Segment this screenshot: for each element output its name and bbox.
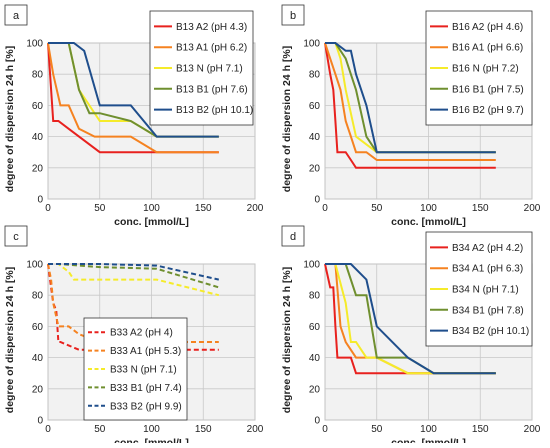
y-axis-title: degree of dispersion 24 h [%] — [281, 46, 293, 192]
y-tick-label: 20 — [309, 163, 321, 174]
x-axis-title: conc. [mmol/L] — [391, 437, 466, 443]
y-tick-label: 100 — [303, 260, 320, 271]
legend-label: B16 B1 (pH 7.5) — [452, 84, 524, 95]
y-tick-label: 0 — [314, 416, 320, 427]
series-line — [48, 263, 220, 281]
panel-tag-label: a — [13, 10, 20, 22]
x-tick-label: 0 — [45, 424, 51, 435]
series-line — [48, 42, 219, 138]
x-tick-label: 50 — [371, 424, 383, 435]
series-line — [324, 42, 496, 161]
x-tick-label: 100 — [143, 424, 160, 435]
x-tick-label: 50 — [94, 203, 106, 214]
series-line — [325, 263, 496, 375]
legend-label: B13 A1 (pH 6.2) — [176, 43, 247, 54]
panel-tag-box — [4, 225, 28, 247]
legend-label: B16 N (pH 7.2) — [452, 64, 519, 75]
legend-label: B13 B1 (pH 7.6) — [176, 84, 248, 95]
legend-label: B33 A1 (pH 5.3) — [110, 346, 181, 357]
x-tick-label: 200 — [524, 424, 541, 435]
legend-label: B34 B1 (pH 7.8) — [452, 305, 524, 316]
legend-label: B33 B2 (pH 9.9) — [110, 401, 182, 412]
x-tick-label: 100 — [420, 424, 437, 435]
y-axis-title: degree of dispersion 24 h [%] — [281, 267, 293, 413]
panel-tag-label: c — [13, 231, 19, 243]
legend-label: B34 N (pH 7.1) — [452, 285, 519, 296]
series-line — [325, 42, 496, 154]
y-tick-label: 100 — [26, 39, 43, 50]
legend-label: B16 A2 (pH 4.6) — [452, 22, 523, 33]
x-tick-label: 100 — [420, 203, 437, 214]
y-tick-label: 0 — [37, 416, 43, 427]
x-tick-label: 0 — [322, 424, 328, 435]
x-tick-label: 150 — [195, 203, 212, 214]
y-tick-label: 0 — [37, 195, 43, 206]
x-tick-label: 200 — [524, 203, 541, 214]
y-tick-label: 60 — [309, 101, 321, 112]
y-tick-label: 100 — [303, 39, 320, 50]
chart-panel-d: 0 50 100 150 200 0 20 40 60 80 100 conc. [mmol/L] de… — [281, 225, 541, 448]
x-tick-label: 50 — [371, 203, 383, 214]
x-axis-title: conc. [mmol/L] — [114, 216, 189, 228]
legend-label: B13 B2 (pH 10.1) — [176, 105, 253, 116]
y-tick-label: 100 — [26, 260, 43, 271]
x-axis-title: conc. [mmol/L] — [114, 437, 189, 443]
x-tick-label: 200 — [247, 424, 264, 435]
y-tick-label: 80 — [309, 291, 321, 302]
legend-label: B33 N (pH 7.1) — [110, 365, 177, 376]
panel-tag-box — [281, 4, 305, 26]
y-tick-label: 40 — [32, 353, 44, 364]
legend-label: B34 A2 (pH 4.2) — [452, 243, 523, 254]
y-tick-label: 60 — [32, 101, 44, 112]
y-axis-title: degree of dispersion 24 h [%] — [4, 46, 16, 192]
x-tick-label: 50 — [94, 424, 106, 435]
legend-label: B34 B2 (pH 10.1) — [452, 326, 529, 337]
legend-label: B33 B1 (pH 7.4) — [110, 383, 182, 394]
x-tick-label: 0 — [322, 203, 328, 214]
panel-tag-label: d — [290, 231, 296, 243]
x-tick-label: 150 — [472, 424, 489, 435]
panel-tag-box — [281, 225, 305, 247]
series-line — [47, 42, 219, 154]
series-line — [324, 42, 496, 169]
chart-panel-a: 0 50 100 150 200 0 20 40 60 80 100 conc. [mmol/L] de… — [4, 4, 264, 228]
y-tick-label: 80 — [309, 70, 321, 81]
y-tick-label: 20 — [309, 384, 321, 395]
chart-panel-b: 0 50 100 150 200 0 20 40 60 80 100 conc. [mmol/L] de… — [281, 4, 541, 228]
y-axis-title: degree of dispersion 24 h [%] — [4, 267, 16, 413]
y-tick-label: 60 — [32, 322, 44, 333]
legend-label: B34 A1 (pH 6.3) — [452, 264, 523, 275]
legend-label: B33 A2 (pH 4) — [110, 328, 173, 339]
series-line — [325, 263, 496, 375]
x-tick-label: 150 — [195, 424, 212, 435]
y-tick-label: 0 — [314, 195, 320, 206]
panel-tag-label: b — [290, 10, 296, 22]
x-tick-label: 100 — [143, 203, 160, 214]
legend-label: B16 A1 (pH 6.6) — [452, 43, 523, 54]
y-tick-label: 40 — [309, 353, 321, 364]
y-tick-label: 80 — [32, 70, 44, 81]
y-tick-label: 80 — [32, 291, 44, 302]
x-tick-label: 150 — [472, 203, 489, 214]
y-tick-label: 40 — [32, 132, 44, 143]
legend-label: B13 A2 (pH 4.3) — [176, 22, 247, 33]
series-line — [48, 263, 220, 289]
x-tick-label: 200 — [247, 203, 264, 214]
panel-tag-box — [4, 4, 28, 26]
x-axis-title: conc. [mmol/L] — [391, 216, 466, 228]
x-tick-label: 0 — [45, 203, 51, 214]
y-tick-label: 20 — [32, 163, 44, 174]
y-tick-label: 20 — [32, 384, 44, 395]
legend-label: B16 B2 (pH 9.7) — [452, 105, 524, 116]
series-line — [47, 42, 219, 154]
legend-label: B13 N (pH 7.1) — [176, 64, 243, 75]
y-tick-label: 40 — [309, 132, 321, 143]
chart-panel-c: 0 50 100 150 200 0 20 40 60 80 100 conc. [mmol/L] de… — [4, 225, 264, 448]
y-tick-label: 60 — [309, 322, 321, 333]
